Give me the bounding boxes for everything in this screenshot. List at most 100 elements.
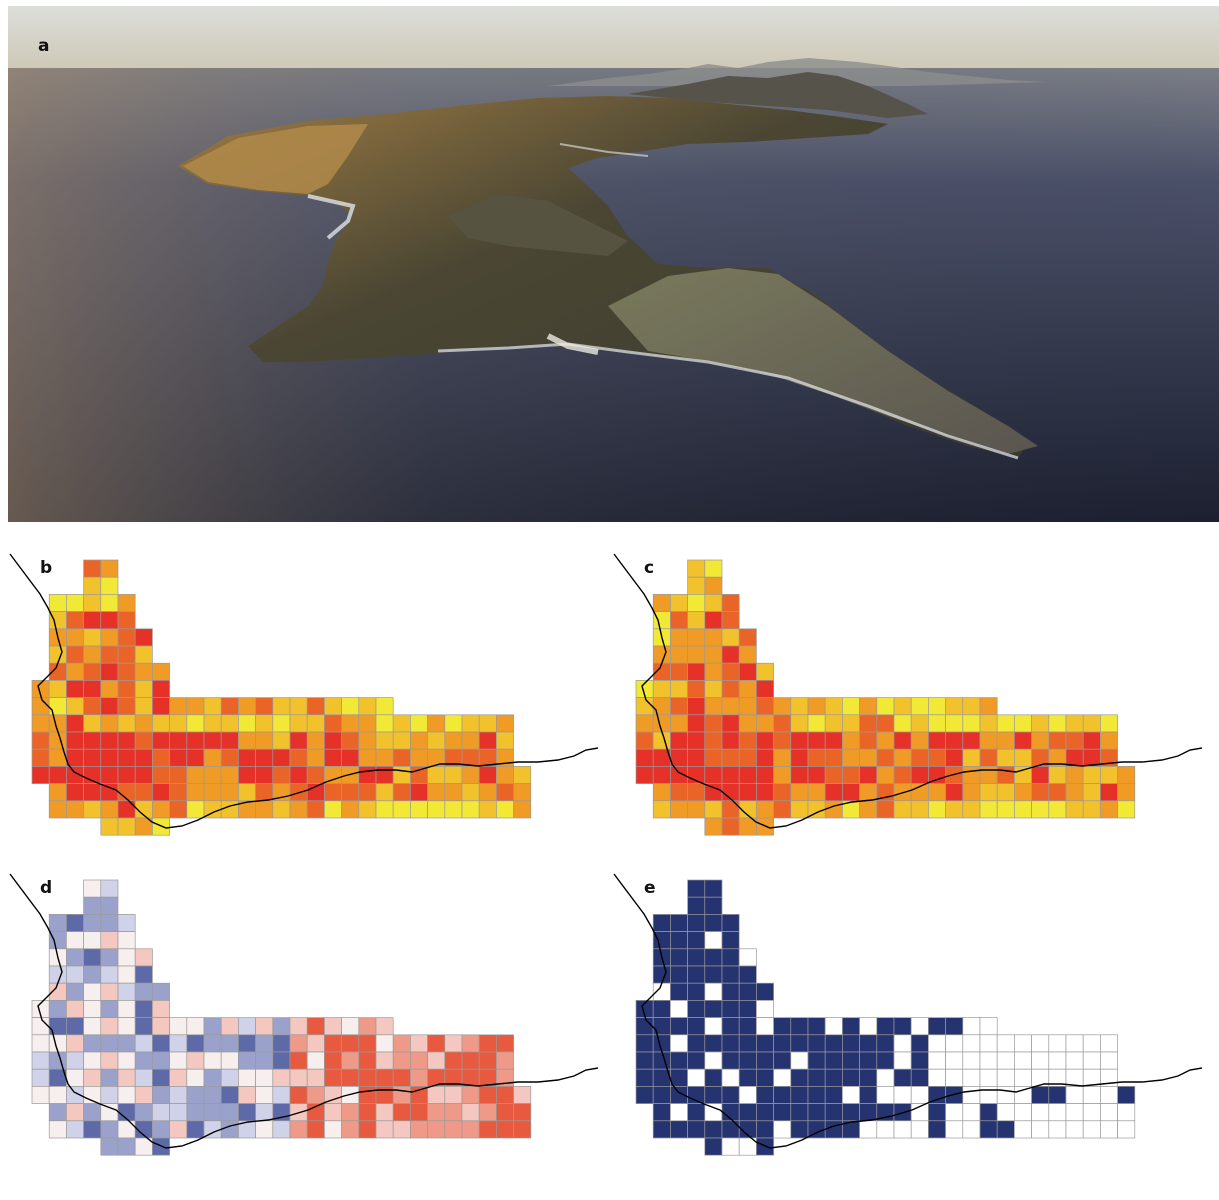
grid-cell	[203, 783, 222, 802]
grid-cell	[324, 1068, 342, 1087]
grid-cell	[392, 766, 411, 784]
grid-cell	[962, 697, 981, 716]
aerial-peninsula-photo	[8, 6, 1219, 522]
grid-cell	[306, 1051, 325, 1070]
grid-cell	[255, 766, 274, 784]
grid-cell	[220, 800, 239, 819]
grid-cell	[392, 1086, 411, 1104]
grid-cell	[962, 748, 981, 767]
grid-cell	[928, 697, 946, 716]
grid-cell	[670, 697, 688, 716]
grid-cell	[1082, 1086, 1101, 1104]
grid-cell	[272, 1068, 291, 1087]
grid-cell	[928, 1034, 946, 1053]
diverging-grid-map-d	[9, 873, 599, 1156]
grid-cell	[670, 800, 688, 819]
grid-cell	[824, 783, 843, 802]
grid-cell	[790, 1103, 809, 1122]
grid-cell	[1117, 783, 1136, 802]
grid-cell	[1082, 731, 1101, 750]
grid-cell	[996, 748, 1015, 767]
grid-cell	[670, 1120, 688, 1139]
grid-cell	[169, 800, 188, 819]
grid-cell	[893, 748, 912, 767]
grid-cell	[893, 1120, 912, 1139]
grid-cell	[687, 914, 706, 932]
grid-cell	[496, 1120, 514, 1139]
grid-cell	[1014, 1051, 1032, 1070]
grid-cell	[859, 748, 878, 767]
grid-cell	[100, 965, 119, 984]
grid-cell	[996, 731, 1015, 750]
grid-cell	[152, 1120, 170, 1139]
grid-cell	[738, 697, 757, 716]
grid-cell	[375, 1120, 394, 1139]
grid-cell	[478, 1120, 497, 1139]
grid-cell	[859, 1103, 878, 1122]
grid-cell	[721, 594, 740, 612]
grid-cell	[1048, 800, 1067, 819]
grid-cell	[392, 783, 411, 802]
grid-cell	[203, 748, 222, 767]
grid-cell	[392, 1034, 411, 1053]
grid-cell	[773, 783, 792, 802]
grid-cell	[756, 982, 774, 1001]
grid-cell	[1031, 1103, 1050, 1122]
grid-cell	[152, 766, 170, 784]
grid-cell	[152, 662, 170, 681]
grid-cell	[842, 1034, 860, 1053]
grid-cell	[306, 1034, 325, 1053]
grid-cell	[738, 662, 757, 681]
grid-cell	[893, 800, 912, 819]
grid-cell	[670, 594, 688, 612]
grid-cell	[687, 1120, 706, 1139]
grid-cell	[790, 1120, 809, 1139]
grid-cell	[721, 748, 740, 767]
grid-cell	[773, 1017, 792, 1036]
panel-label-d: d	[40, 878, 53, 898]
grid-cell	[756, 1086, 774, 1104]
grid-cell	[652, 1120, 671, 1139]
photo-panel: a	[8, 6, 1219, 522]
grid-cell	[687, 1103, 706, 1122]
grid-cell	[996, 714, 1015, 733]
panel-label-b: b	[40, 558, 53, 578]
grid-cell	[721, 1051, 740, 1070]
grid-cell	[306, 1086, 325, 1104]
grid-cell	[876, 731, 895, 750]
grid-cell	[704, 1086, 723, 1104]
grid-cell	[979, 800, 998, 819]
grid-cell	[134, 645, 153, 664]
grid-cell	[324, 1034, 342, 1053]
grid-cell	[979, 1051, 998, 1070]
grid-cell	[704, 628, 723, 647]
grid-cell	[478, 1051, 497, 1070]
grid-cell	[255, 783, 274, 802]
grid-cell	[652, 914, 671, 932]
grid-cell	[289, 1120, 308, 1139]
grid-cell	[48, 1120, 67, 1139]
grid-cell	[687, 559, 706, 578]
grid-cell	[48, 1103, 67, 1122]
grid-cell	[893, 1034, 912, 1053]
grid-cell	[893, 697, 912, 716]
grid-cell	[670, 1068, 688, 1087]
grid-cell	[1065, 1086, 1084, 1104]
grid-cell	[687, 645, 706, 664]
panel-label-c: c	[644, 558, 655, 578]
grid-cell	[66, 914, 84, 932]
grid-cell	[306, 1068, 325, 1087]
grid-cell	[910, 1120, 929, 1139]
grid-cell	[979, 1017, 998, 1036]
grid-cell	[773, 714, 792, 733]
grid-cell	[134, 766, 153, 784]
grid-cell	[134, 1068, 153, 1087]
grid-cell	[31, 1086, 50, 1104]
grid-cell	[790, 766, 809, 784]
grid-cell	[375, 731, 394, 750]
grid-cell	[169, 748, 188, 767]
grid-cell	[31, 697, 50, 716]
grid-cell	[100, 1068, 119, 1087]
grid-cell	[117, 914, 136, 932]
grid-cell	[704, 748, 723, 767]
